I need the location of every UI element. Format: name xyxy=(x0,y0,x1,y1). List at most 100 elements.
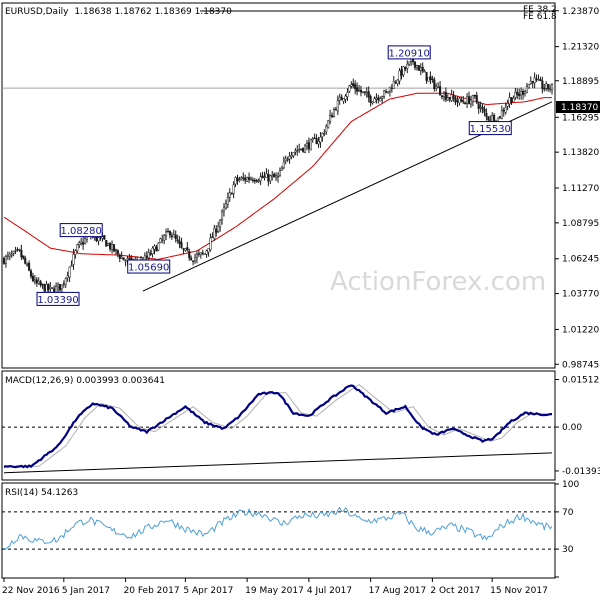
price-bar-body xyxy=(419,67,422,71)
price-tick-label: 1.21320 xyxy=(562,43,599,53)
price-tick-label: 1.01220 xyxy=(562,325,599,335)
price-bar-body xyxy=(199,252,202,255)
price-bar-body xyxy=(290,154,293,158)
price-bar-body xyxy=(122,257,125,261)
price-bar-body xyxy=(365,92,368,95)
price-bar-body xyxy=(448,97,451,100)
price-bar-body xyxy=(483,108,486,113)
price-bar-body xyxy=(392,81,395,89)
price-bar-body xyxy=(467,96,471,104)
price-bar-body xyxy=(327,120,330,128)
annotation-text: 1.05690 xyxy=(128,263,169,274)
price-bar-body xyxy=(222,207,226,212)
rsi-tick-label: 70 xyxy=(562,508,574,518)
price-bar-body xyxy=(466,96,469,104)
price-bar-body xyxy=(319,137,322,143)
price-bar-body xyxy=(404,67,407,70)
price-bar-body xyxy=(51,287,54,289)
annotation-box xyxy=(468,121,512,136)
price-bar-body xyxy=(516,91,519,95)
price-bar-body xyxy=(60,284,63,290)
price-bar-body xyxy=(446,97,449,101)
price-bar-body xyxy=(118,254,121,259)
sma-line xyxy=(3,92,552,260)
price-bar-body xyxy=(498,116,501,119)
price-bar-body xyxy=(209,237,212,250)
price-bar-body xyxy=(83,238,87,244)
price-bar-body xyxy=(336,100,339,112)
price-bar-body xyxy=(346,92,349,97)
price-bar-body xyxy=(58,284,62,291)
price-bar-body xyxy=(282,161,285,169)
price-bar-body xyxy=(352,83,355,87)
price-bar-body xyxy=(454,97,457,103)
current-price-tag xyxy=(556,101,600,113)
price-bar-body xyxy=(402,66,405,76)
price-bar-body xyxy=(205,250,208,255)
price-bar-body xyxy=(155,246,158,252)
price-bar-body xyxy=(531,81,534,84)
price-bar-body xyxy=(433,79,436,89)
price-bar-body xyxy=(425,72,428,81)
price-bar-body xyxy=(502,109,505,112)
price-bar-body xyxy=(265,173,268,178)
price-bar-body xyxy=(31,276,34,282)
price-bar-body xyxy=(298,148,301,151)
price-bar-body xyxy=(533,77,536,84)
price-bar-body xyxy=(508,97,511,105)
price-bar-body xyxy=(226,196,229,205)
x-tick-label: 17 Aug 2017 xyxy=(369,586,427,596)
price-bar-body xyxy=(302,147,305,152)
price-bar-body xyxy=(396,79,399,84)
price-y-axis: 1.23870 1.21320 1.18895 1.16295 1.13820 1.112… xyxy=(555,7,599,370)
price-bar-body xyxy=(417,65,420,71)
price-bar-body xyxy=(549,88,552,90)
price-bar-body xyxy=(309,139,312,151)
price-bar-body xyxy=(28,262,31,271)
price-bar-body xyxy=(8,253,11,257)
price-bar-body xyxy=(224,203,227,209)
price-bar-body xyxy=(321,133,324,137)
price-bar-body xyxy=(43,284,46,292)
price-bar-body xyxy=(176,239,179,242)
price-panel-frame xyxy=(1,2,556,369)
price-bar-body xyxy=(307,142,310,150)
macd-trendline xyxy=(3,452,553,474)
price-bar-body xyxy=(539,79,542,82)
price-bar-body xyxy=(460,99,463,102)
price-bar-body xyxy=(338,97,341,101)
price-bar-body xyxy=(76,244,79,252)
price-bar-body xyxy=(469,99,473,105)
fe-label-2: FE 61.8 xyxy=(523,12,557,22)
price-bar-body xyxy=(296,149,299,152)
price-bar-body xyxy=(234,177,237,185)
price-bar-body xyxy=(431,78,434,80)
price-bar-body xyxy=(506,103,509,107)
price-bar-body xyxy=(371,101,374,104)
price-bar-body xyxy=(80,241,83,244)
price-bar-body xyxy=(62,283,65,285)
price-annotations: 1.03390 1.08280 1.05690 1.20910 1.15530 xyxy=(36,45,512,306)
price-bar-body xyxy=(278,170,281,176)
price-bar-body xyxy=(47,283,50,291)
price-bar-body xyxy=(255,180,258,182)
price-bar-body xyxy=(359,89,363,93)
price-bar-body xyxy=(10,253,13,256)
price-bar-body xyxy=(286,158,289,161)
price-annotation: 1.05690 xyxy=(127,259,171,274)
price-reference-lines xyxy=(2,10,555,89)
price-bar-body xyxy=(510,97,513,103)
price-bar-body xyxy=(406,63,409,69)
price-bar-body xyxy=(342,98,345,102)
price-bar-body xyxy=(168,231,171,236)
price-bar-body xyxy=(323,132,326,135)
price-bar-body xyxy=(489,119,492,122)
price-bar-body xyxy=(56,284,60,288)
price-bar-body xyxy=(149,253,152,255)
annotation-box xyxy=(59,223,103,238)
price-tick-label: 1.16295 xyxy=(562,113,599,123)
price-bar-body xyxy=(439,86,442,96)
macd-main-line xyxy=(3,384,552,469)
price-bar-body xyxy=(259,176,262,181)
price-bar-body xyxy=(257,180,260,183)
